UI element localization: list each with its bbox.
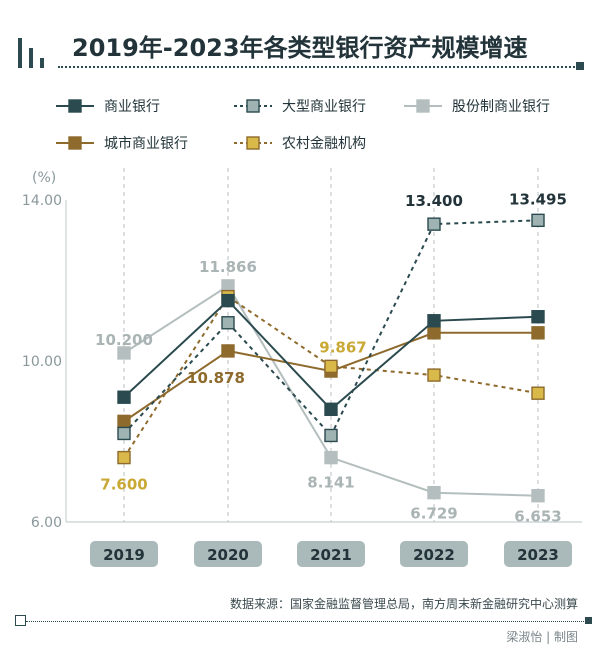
footer-divider — [26, 621, 590, 622]
data-point — [117, 390, 131, 404]
title-divider-end-icon — [576, 62, 584, 70]
footer-start-icon — [15, 615, 26, 626]
title-divider — [58, 66, 578, 68]
data-label: 10.200 — [95, 331, 153, 349]
data-point — [221, 293, 235, 308]
data-point — [427, 314, 441, 328]
data-point — [117, 450, 131, 465]
legend-marker — [246, 99, 260, 113]
data-point — [324, 450, 338, 465]
x-tick-label: 2020 — [207, 546, 249, 564]
data-point — [324, 402, 338, 416]
data-point — [221, 316, 235, 330]
legend-label: 商业银行 — [104, 99, 160, 115]
legend-marker — [416, 99, 430, 113]
data-point — [117, 426, 131, 441]
data-point — [531, 326, 545, 340]
data-point — [427, 326, 441, 340]
data-point — [117, 414, 131, 429]
x-tick-label: 2022 — [413, 546, 455, 564]
data-label: 11.866 — [199, 258, 257, 276]
y-tick-label: 10.00 — [22, 354, 62, 370]
x-tick-label: 2021 — [310, 546, 352, 564]
legend-marker — [68, 99, 82, 113]
x-tick-pill — [90, 541, 158, 567]
footer-end-icon — [585, 617, 592, 624]
data-point — [531, 489, 545, 503]
data-point — [221, 344, 235, 358]
y-tick-label: 6.00 — [31, 515, 62, 531]
data-point — [531, 213, 545, 228]
chart-title: 2019年-2023年各类型银行资产规模增速 — [72, 34, 528, 62]
data-point — [427, 485, 441, 500]
data-label: 7.600 — [100, 476, 147, 494]
x-tick-label: 2023 — [517, 546, 559, 564]
data-point — [427, 217, 441, 231]
unit-label: (%) — [32, 170, 56, 186]
data-point — [531, 386, 545, 400]
legend-marker — [68, 136, 82, 150]
x-tick-pill — [194, 541, 262, 567]
legend-marker — [246, 136, 260, 150]
data-label: 13.400 — [405, 192, 463, 210]
x-tick-pill — [400, 541, 468, 567]
data-point — [427, 368, 441, 382]
data-point — [117, 346, 131, 360]
data-point — [324, 359, 338, 374]
title-bar: 2019年-2023年各类型银行资产规模增速 — [18, 24, 584, 72]
legend-label: 大型商业银行 — [282, 99, 366, 115]
y-tick-label: 14.00 — [22, 193, 62, 209]
data-point — [324, 428, 338, 443]
legend-label: 城市商业银行 — [104, 135, 188, 152]
data-label: 9.867 — [319, 338, 366, 356]
legend-label: 股份制商业银行 — [452, 99, 550, 115]
data-label: 6.729 — [410, 505, 457, 523]
data-label: 6.653 — [514, 508, 561, 526]
x-tick-pill — [297, 541, 365, 567]
legend-label: 农村金融机构 — [282, 136, 366, 152]
data-label: 8.141 — [307, 474, 354, 492]
x-tick-label: 2019 — [103, 546, 145, 564]
chart-credit: 梁淑怡 | 制图 — [506, 630, 578, 644]
data-point — [531, 310, 545, 324]
data-label: 13.495 — [509, 190, 567, 208]
data-label: 10.878 — [187, 369, 245, 387]
x-tick-pill — [504, 541, 572, 567]
data-source: 数据来源：国家金融监督管理总局，南方周末新金融研究中心测算 — [229, 597, 578, 611]
